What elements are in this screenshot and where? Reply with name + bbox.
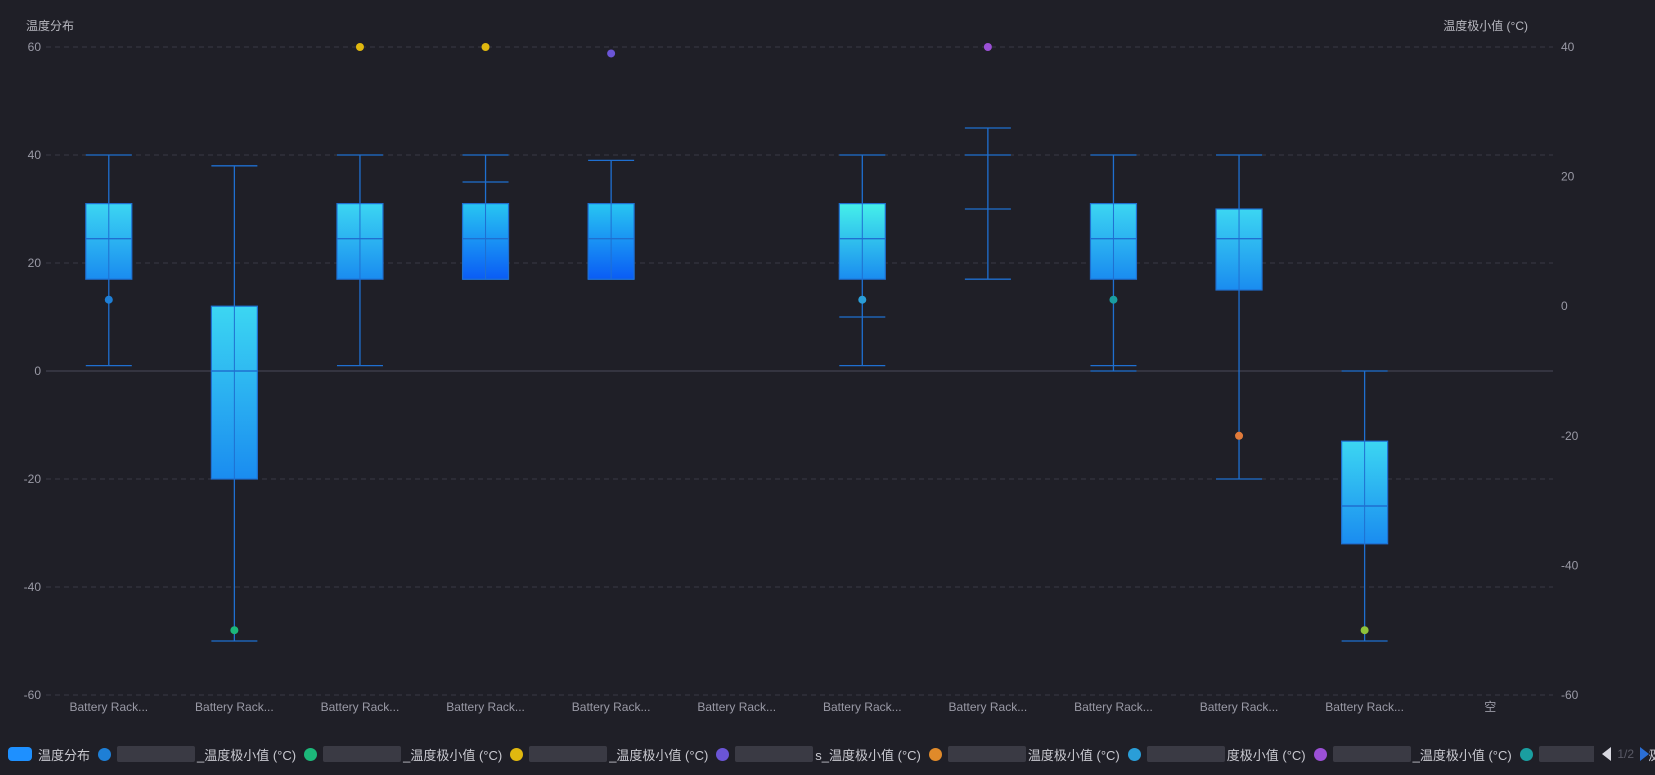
legend-swatch-box [8, 747, 32, 761]
right-axis-title: 温度极小值 (°C) [1443, 18, 1528, 33]
data-point [607, 49, 616, 58]
data-point [983, 43, 992, 51]
y-left-tick-label: 60 [28, 40, 42, 54]
data-point [104, 295, 113, 304]
x-tick-label: Battery Rack... [823, 700, 902, 714]
legend-items: 温度分布 _温度极小值 (°C) _温度极小值 (°C) _温度极小值 (°C) s_温… [0, 745, 1655, 764]
legend-dot-icon [98, 747, 112, 761]
y-left-tick-label: 0 [34, 364, 41, 378]
y-right-tick-label: 20 [1561, 170, 1575, 184]
box-item [587, 159, 635, 280]
redacted-mask [1332, 746, 1411, 762]
left-axis-title: 温度分布 [26, 18, 74, 33]
box-item [210, 165, 258, 642]
box-item [461, 154, 510, 280]
x-tick-label: Battery Rack... [1325, 700, 1404, 714]
data-point [1235, 431, 1244, 440]
redacted-mask [117, 746, 196, 762]
data-point [858, 295, 867, 304]
legend-label: _温度极小值 (°C) [197, 747, 297, 763]
x-tick-label: 空 [1484, 700, 1496, 714]
legend-item[interactable]: _温度极小值 (°C) [304, 745, 502, 764]
y-left-tick-label: 40 [28, 148, 42, 162]
data-point [355, 43, 364, 51]
legend-dot-icon [1127, 747, 1141, 761]
legend-label: 温度分布 [38, 747, 91, 763]
redacted-mask [947, 746, 1026, 762]
next-page-icon[interactable] [1640, 747, 1649, 761]
y-left-tick-label: 20 [28, 256, 42, 270]
legend-label: _温度极小值 (°C) [609, 747, 709, 763]
x-tick-label: Battery Rack... [697, 700, 776, 714]
box-item [964, 127, 1011, 280]
legend-item[interactable]: s_温度极小值 (°C) [716, 745, 921, 764]
x-tick-label: Battery Rack... [321, 700, 400, 714]
data-point [230, 626, 239, 635]
legend-label: _温度极小值 (°C) [403, 747, 503, 763]
legend: 温度分布 _温度极小值 (°C) _温度极小值 (°C) _温度极小值 (°C) s_温… [0, 733, 1655, 775]
redacted-mask [1146, 746, 1225, 762]
prev-page-icon[interactable] [1602, 747, 1612, 761]
pager-text: 1/2 [1617, 747, 1634, 761]
y-right-tick-label: 0 [1561, 299, 1568, 313]
legend-dot-icon [1519, 747, 1533, 761]
legend-item[interactable]: 温度极小值 (°C) [928, 745, 1120, 764]
x-tick-label: Battery Rack... [446, 700, 525, 714]
legend-label: s_温度极小值 (°C) [815, 747, 921, 763]
box-item [1089, 154, 1138, 372]
legend-item[interactable]: 度极小值 (°C) [1127, 745, 1306, 764]
chart-svg: 温度分布 温度极小值 (°C) 60 40 20 0 -20 -40 -60 40 20 0 -20 -4… [24, 18, 1579, 714]
legend-label: 温度极小值 (°C) [1027, 747, 1120, 763]
box-item [336, 154, 384, 367]
legend-dot-icon [716, 747, 730, 761]
y-right-tick-label: -40 [1561, 558, 1579, 572]
data-point [1109, 295, 1118, 304]
legend-item[interactable]: _温度极小值 (°C) [98, 745, 296, 764]
y-right-tick-label: -20 [1561, 429, 1579, 443]
box-item [838, 154, 886, 367]
y-right-tick-label: -60 [1561, 688, 1579, 702]
box-item [1341, 370, 1389, 642]
x-tick-label: Battery Rack... [1074, 700, 1153, 714]
legend-label: _温度极小值 (°C) [1412, 747, 1512, 763]
legend-item[interactable]: 温度分布 [8, 745, 90, 764]
legend-dot-icon [1313, 747, 1327, 761]
x-tick-label: Battery Rack... [195, 700, 274, 714]
y-left-tick-label: -40 [24, 580, 42, 594]
x-tick-label: Battery Rack... [949, 700, 1028, 714]
legend-dot-icon [928, 747, 942, 761]
legend-pager: 1/2 [1594, 733, 1649, 775]
redacted-mask [323, 746, 402, 762]
legend-item[interactable]: _温度极小值 (°C) [1313, 745, 1512, 764]
box-item [85, 154, 133, 367]
box-item [1215, 154, 1263, 480]
boxplot-chart: 温度分布 温度极小值 (°C) 60 40 20 0 -20 -40 -60 40 20 0 -20 -4… [24, 18, 1579, 714]
x-tick-label: Battery Rack... [69, 700, 148, 714]
redacted-mask [735, 746, 814, 762]
y-right-tick-label: 40 [1561, 40, 1575, 54]
data-point [481, 43, 490, 51]
legend-item[interactable]: _温度极小值 (°C) [510, 745, 708, 764]
legend-dot-icon [510, 747, 524, 761]
legend-dot-icon [304, 747, 318, 761]
y-left-tick-label: -60 [24, 688, 42, 702]
y-left-tick-label: -20 [24, 472, 42, 486]
redacted-mask [529, 746, 608, 762]
legend-label: 度极小值 (°C) [1226, 747, 1306, 763]
x-tick-label: Battery Rack... [1200, 700, 1279, 714]
x-tick-label: Battery Rack... [572, 700, 651, 714]
data-point [1360, 626, 1369, 635]
